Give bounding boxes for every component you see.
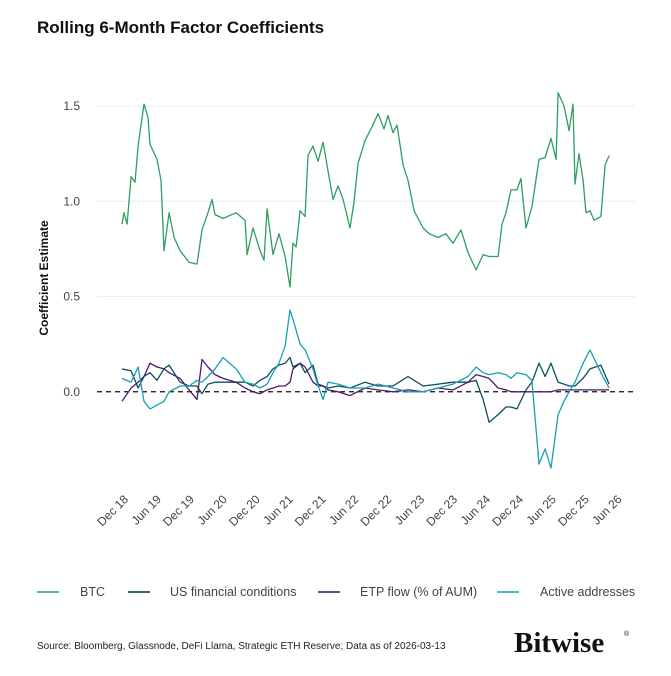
- x-tick-label: Dec 20: [226, 492, 263, 529]
- legend-item: US financial conditions: [128, 585, 296, 599]
- x-tick-label: Dec 24: [489, 492, 526, 529]
- x-tick-label: Dec 23: [423, 492, 460, 529]
- series-line-active-addresses: [121, 309, 610, 469]
- series-line-us-financial-conditions: [121, 356, 610, 423]
- y-axis-label: Coefficient Estimate: [37, 220, 51, 336]
- legend-item: BTC: [37, 585, 105, 599]
- x-tick-label: Jun 25: [524, 492, 560, 528]
- x-tick-label: Dec 21: [292, 492, 329, 529]
- y-ticks: 0.0 0.5 1.0 1.5: [63, 99, 80, 399]
- legend-item: Active addresses: [497, 585, 635, 599]
- x-tick-label: Jun 23: [392, 492, 428, 528]
- source-note: Source: Bloomberg, Glassnode, DeFi Llama…: [37, 641, 446, 652]
- x-tick-label: Jun 20: [195, 492, 231, 528]
- x-tick-label: Dec 25: [555, 492, 592, 529]
- y-tick-label: 1.5: [63, 99, 80, 113]
- chart-title: Rolling 6-Month Factor Coefficients: [37, 18, 324, 37]
- legend: BTC US financial conditions ETP flow (% of…: [37, 585, 635, 599]
- gridlines: [97, 105, 635, 393]
- legend-label: BTC: [80, 585, 105, 599]
- legend-label: Active addresses: [540, 585, 635, 599]
- x-tick-label: Jun 21: [260, 492, 296, 528]
- logo-text: Bitwise: [514, 627, 604, 659]
- legend-label: US financial conditions: [170, 585, 296, 599]
- x-tick-label: Jun 26: [589, 492, 625, 528]
- y-tick-label: 0.5: [63, 290, 80, 304]
- registered-mark: ®: [624, 630, 630, 638]
- x-tick-label: Jun 22: [326, 492, 362, 528]
- bitwise-logo: Bitwise ®: [514, 627, 630, 659]
- x-tick-label: Jun 24: [458, 492, 494, 528]
- series-line-btc: [121, 92, 610, 288]
- x-tick-label: Jun 19: [129, 492, 165, 528]
- legend-label: ETP flow (% of AUM): [360, 585, 477, 599]
- x-tick-label: Dec 19: [160, 492, 197, 529]
- series-lines: [121, 92, 610, 469]
- legend-item: ETP flow (% of AUM): [318, 585, 477, 599]
- x-tick-label: Dec 18: [94, 492, 131, 529]
- series-line-etp-flow-of-aum: [121, 358, 610, 402]
- x-tick-label: Dec 22: [358, 492, 395, 529]
- y-tick-label: 1.0: [63, 194, 80, 208]
- y-tick-label: 0.0: [63, 385, 80, 399]
